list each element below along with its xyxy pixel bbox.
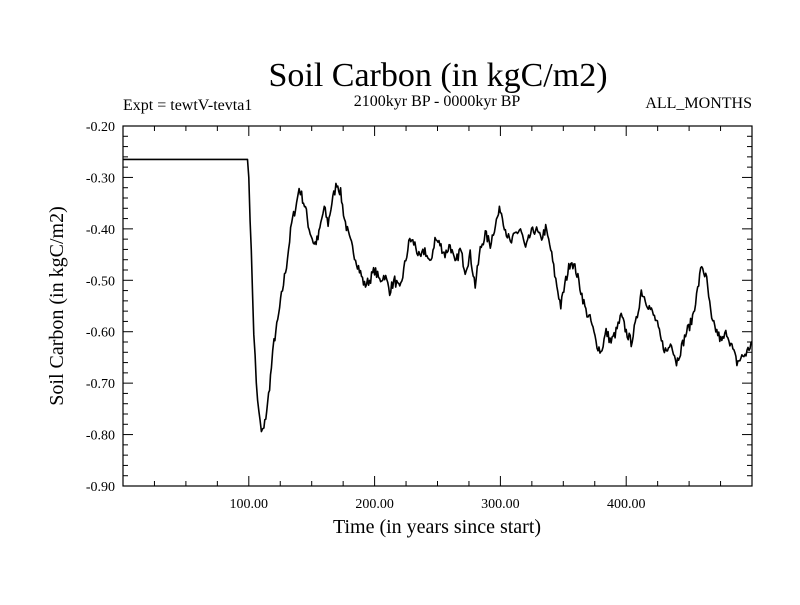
y-tick-label: -0.70 [86, 377, 115, 392]
y-tick-label: -0.60 [86, 326, 115, 341]
y-tick-label: -0.30 [86, 171, 115, 186]
tick-labels: 100.00 200.00 300.00 400.00 -0.20 -0.30 -0.40 -… [86, 120, 646, 512]
y-tick-label: -0.20 [86, 120, 115, 135]
experiment-label: Expt = tewtV-tevta1 [123, 97, 252, 114]
months-label: ALL_MONTHS [645, 95, 752, 112]
axis-ticks [123, 126, 752, 486]
x-tick-label: 100.00 [230, 497, 269, 512]
soil-carbon-series-line [123, 158, 753, 433]
plot-frame [122, 125, 753, 487]
x-tick-label: 300.00 [481, 497, 520, 512]
y-tick-label: -0.80 [86, 429, 115, 444]
x-tick-label: 200.00 [355, 497, 394, 512]
x-tick-label: 400.00 [607, 497, 646, 512]
y-tick-label: -0.90 [86, 480, 115, 495]
chart-title: Soil Carbon (in kgC/m2) [268, 57, 607, 94]
time-range-label: 2100kyr BP - 0000kyr BP [354, 93, 521, 110]
y-tick-label: -0.50 [86, 274, 115, 289]
y-tick-label: -0.40 [86, 223, 115, 238]
x-axis-label: Time (in years since start) [333, 516, 541, 538]
y-axis-label: Soil Carbon (in kgC/m2) [46, 206, 68, 405]
